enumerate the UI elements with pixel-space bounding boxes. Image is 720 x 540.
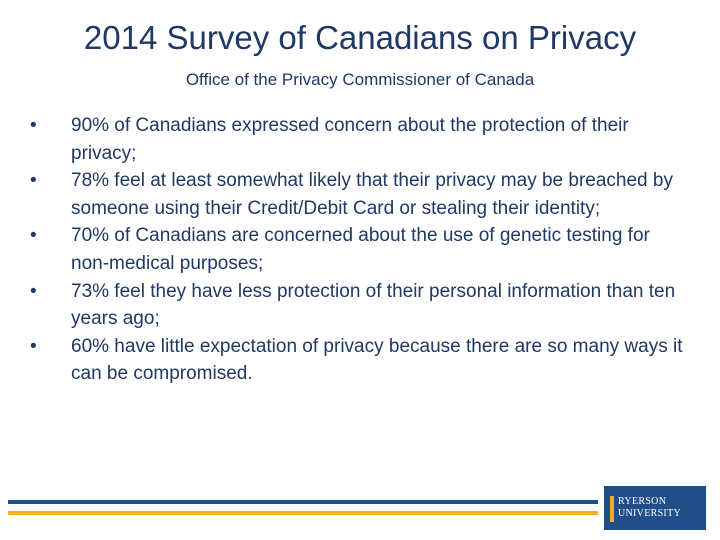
bullet-text: 78% feel at least somewhat likely that t… xyxy=(71,170,673,219)
bullet-icon: • xyxy=(30,280,37,302)
bullet-icon: • xyxy=(30,170,37,192)
bullet-icon: • xyxy=(30,335,37,357)
logo-stripe xyxy=(610,496,614,522)
footer-rule-gold xyxy=(8,511,598,515)
bullet-list: • 90% of Canadians expressed concern abo… xyxy=(30,112,690,388)
footer-rule-blue xyxy=(8,500,598,504)
bullet-text: 60% have little expectation of privacy b… xyxy=(71,335,683,385)
bullet-item: • 70% of Canadians are concerned about t… xyxy=(30,222,690,277)
bullet-item: • 78% feel at least somewhat likely that… xyxy=(30,167,690,222)
slide-title: 2014 Survey of Canadians on Privacy xyxy=(83,19,637,56)
bullet-text: 73% feel they have less protection of th… xyxy=(71,280,676,330)
bullet-item: • 90% of Canadians expressed concern abo… xyxy=(30,112,690,167)
bullet-text: 70% of Canadians are concerned about the… xyxy=(71,225,650,274)
bullet-icon: • xyxy=(30,115,37,136)
bullet-icon: • xyxy=(30,225,37,247)
ryerson-university-logo: RYERSON UNIVERSITY xyxy=(604,486,706,530)
logo-line-2: UNIVERSITY xyxy=(618,508,681,519)
bullet-item: • 73% feel they have less protection of … xyxy=(30,278,690,333)
bullet-text: 90% of Canadians expressed concern about… xyxy=(71,115,629,164)
bullet-item: • 60% have little expectation of privacy… xyxy=(30,333,690,388)
slide-subtitle: Office of the Privacy Commissioner of Ca… xyxy=(185,70,535,89)
logo-line-1: RYERSON xyxy=(618,496,667,507)
